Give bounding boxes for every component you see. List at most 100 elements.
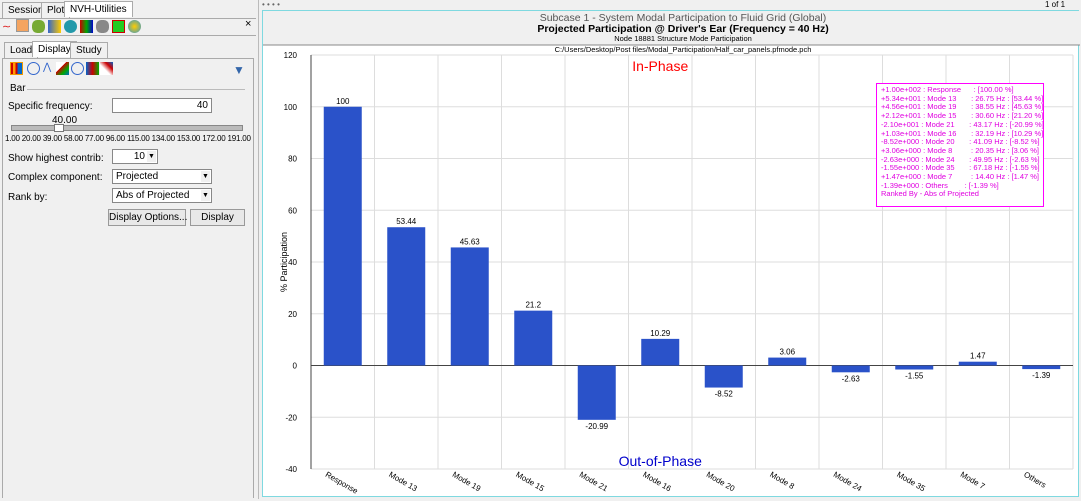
area-icon[interactable] <box>56 62 69 75</box>
x-tick-label: Mode 35 <box>895 470 927 494</box>
legend-line: +2.12e+001 : Mode 15 : 30.60 Hz : [21.20… <box>881 111 1044 121</box>
slider-tick-labels: 1.00 20.00 39.00 58.00 77.00 96.00 115.00 134.0… <box>5 134 251 143</box>
slider-tick: 153.00 <box>176 134 201 143</box>
surface-icon[interactable] <box>100 62 113 75</box>
rank-by-value: Abs of Projected <box>116 190 190 201</box>
divider <box>27 89 245 90</box>
y-axis-label: % Participation <box>279 232 289 292</box>
tab-study[interactable]: Study <box>70 42 108 58</box>
rank-by-select[interactable]: Abs of Projected ▼ <box>112 188 212 203</box>
legend-line: +1.03e+001 : Mode 16 : 32.19 Hz : [10.29… <box>881 128 1044 138</box>
show-highest-label: Show highest contrib: <box>8 153 104 164</box>
window-menu-dots[interactable]: • • • • <box>262 0 280 9</box>
slider-tick: 39.00 <box>42 134 62 143</box>
bar-mode-16 <box>641 338 680 366</box>
data-label: 3.06 <box>779 348 795 357</box>
chart-subtitle: Projected Participation @ Driver's Ear (… <box>537 23 828 35</box>
dropdown-arrow-icon: ▼ <box>147 151 156 162</box>
close-icon[interactable]: × <box>245 18 252 30</box>
slider-tick: 96.00 <box>105 134 125 143</box>
transfer-icon[interactable] <box>112 20 125 33</box>
y-tick-label: 0 <box>293 362 298 371</box>
chart-header <box>263 11 1080 45</box>
slider-tick: 20.00 <box>21 134 41 143</box>
bar-mode-20 <box>704 365 743 388</box>
legend-line: +5.34e+001 : Mode 13 : 26.75 Hz : [53.44… <box>881 93 1044 103</box>
polar-3d-icon[interactable] <box>71 62 84 75</box>
legend-line: -1.55e+000 : Mode 35 : 67.18 Hz : [-1.55… <box>881 163 1040 173</box>
section-label: Bar <box>10 83 26 94</box>
data-label: -2.63 <box>842 374 861 383</box>
waterfall-icon[interactable]: ⋀ <box>43 62 52 73</box>
bar-response <box>323 106 362 366</box>
show-highest-select[interactable]: 10 ▼ <box>112 149 158 164</box>
y-tick-label: -40 <box>285 465 297 474</box>
chart-title: Subcase 1 - System Modal Participation t… <box>540 12 827 24</box>
splitter[interactable] <box>258 0 259 499</box>
slider-tick: 115.00 <box>126 134 150 143</box>
show-highest-value: 10 <box>133 151 145 162</box>
complex-component-value: Projected <box>116 171 159 182</box>
legend-line: -1.39e+000 : Others : [-1.39 %] <box>881 180 999 190</box>
legend-line: -2.10e+001 : Mode 21 : 43.17 Hz : [-20.9… <box>881 119 1044 129</box>
filter-icon[interactable]: ▼ <box>233 63 245 77</box>
x-tick-label: Mode 19 <box>451 470 483 494</box>
specific-frequency-label: Specific frequency: <box>8 101 93 112</box>
complex-component-select[interactable]: Projected ▼ <box>112 169 212 184</box>
x-tick-label: Mode 8 <box>768 470 796 491</box>
x-tick-label: Response <box>324 470 360 496</box>
specific-frequency-input[interactable]: 40 <box>112 98 212 113</box>
bar-chart: Subcase 1 - System Modal Participation t… <box>263 11 1080 496</box>
page-indicator: 1 of 1 <box>1045 0 1066 9</box>
divider <box>0 18 256 19</box>
vehicle-icon[interactable] <box>96 20 109 33</box>
legend-line: +4.56e+001 : Mode 19 : 38.55 Hz : [45.63… <box>881 102 1044 112</box>
legend-line: +3.06e+000 : Mode 8 : 20.35 Hz : [3.06 %… <box>881 145 1040 155</box>
energy-icon[interactable] <box>48 20 61 33</box>
chart-file-path: C:/Users/Desktop/Post files/Modal_Partic… <box>555 45 812 54</box>
data-label: -20.99 <box>585 422 608 431</box>
modal-icon[interactable] <box>16 19 29 32</box>
y-tick-label: 100 <box>284 103 298 112</box>
slider-tick: 77.00 <box>84 134 104 143</box>
sphere-icon[interactable] <box>128 20 141 33</box>
bar-mode-8 <box>768 357 807 366</box>
legend-line: +1.00e+002 : Response : [100.00 %] <box>881 85 1014 94</box>
bar-mode-15 <box>514 310 553 366</box>
dropdown-arrow-icon: ▼ <box>201 190 210 201</box>
in-phase-label: In-Phase <box>632 58 688 74</box>
x-tick-label: Others <box>1022 470 1047 490</box>
bar-mode-21 <box>577 365 616 420</box>
data-label: -8.52 <box>715 390 734 399</box>
chart-window: Subcase 1 - System Modal Participation t… <box>262 10 1080 497</box>
bar-mode-35 <box>895 365 934 370</box>
y-tick-label: 80 <box>288 155 297 164</box>
y-tick-label: 40 <box>288 258 297 267</box>
dsa-icon[interactable] <box>80 20 93 33</box>
complex-component-label: Complex component: <box>8 172 103 183</box>
data-label: 100 <box>336 97 350 106</box>
out-of-phase-label: Out-of-Phase <box>619 453 702 469</box>
x-tick-label: Mode 15 <box>514 470 546 494</box>
display-button[interactable]: Display <box>190 209 245 226</box>
data-label: 10.29 <box>650 329 671 338</box>
bar-chart-icon[interactable] <box>10 62 23 75</box>
display-panel <box>2 58 254 498</box>
display-options-button[interactable]: Display Options... <box>108 209 187 226</box>
curve-icon[interactable]: ∼ <box>2 21 12 33</box>
panel-icon[interactable] <box>32 20 45 33</box>
data-label: -1.39 <box>1032 371 1051 380</box>
legend-line: -8.52e+000 : Mode 20 : 41.09 Hz : [-8.52… <box>881 137 1040 147</box>
polar-icon[interactable] <box>27 62 40 75</box>
tab-nvh-utilities[interactable]: NVH-Utilities <box>64 1 133 17</box>
bar-3d-icon[interactable] <box>86 62 99 75</box>
frequency-slider[interactable] <box>11 125 243 131</box>
bar-mode-19 <box>450 247 489 366</box>
slider-thumb[interactable] <box>54 124 65 132</box>
x-tick-label: Mode 24 <box>832 470 864 494</box>
x-tick-label: Mode 20 <box>705 470 737 494</box>
dropdown-arrow-icon: ▼ <box>201 171 210 182</box>
car-icon[interactable] <box>64 20 77 33</box>
data-label: 21.2 <box>525 301 541 310</box>
x-tick-label: Mode 7 <box>959 470 987 491</box>
